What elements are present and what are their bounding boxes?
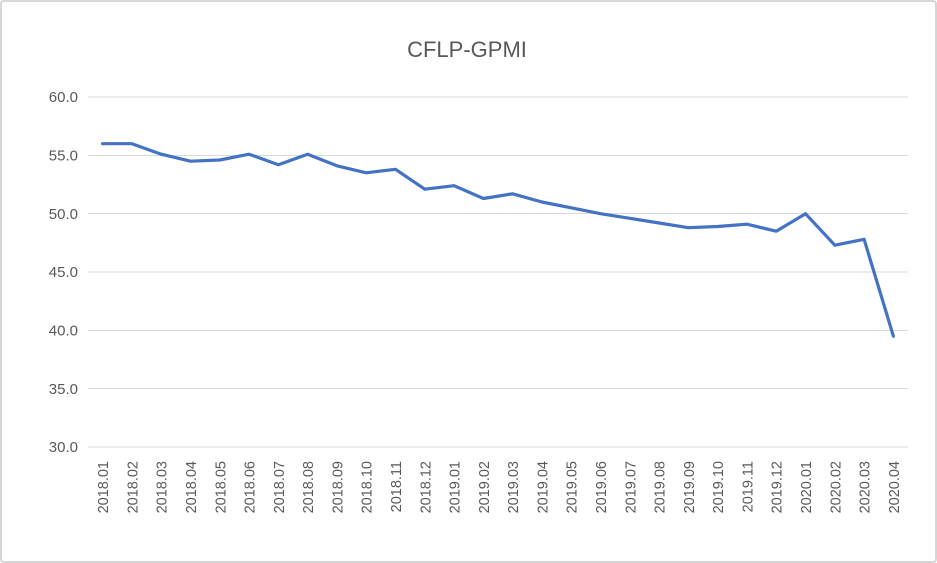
x-tick-label: 2018.04 — [184, 461, 200, 513]
chart-title: CFLP-GPMI — [407, 37, 527, 62]
x-tick-label: 2018.06 — [243, 461, 259, 513]
y-axis-labels: 60.0 55.0 50.0 45.0 40.0 35.0 30.0 — [49, 89, 78, 456]
y-tick-label: 35.0 — [49, 381, 78, 398]
x-tick-label: 2019.01 — [448, 461, 464, 513]
x-tick-label: 2018.09 — [330, 461, 346, 513]
data-line — [100, 142, 896, 338]
x-tick-label: 2019.02 — [477, 461, 493, 513]
y-tick-label: 50.0 — [49, 206, 78, 223]
y-tick-label: 60.0 — [49, 89, 78, 106]
x-tick-label: 2019.05 — [565, 461, 581, 513]
y-tick-label: 30.0 — [49, 439, 78, 456]
x-tick-label: 2018.07 — [272, 461, 288, 513]
x-tick-label: 2018.10 — [360, 461, 376, 513]
x-tick-label: 2018.11 — [389, 461, 405, 512]
x-tick-label: 2019.07 — [623, 461, 639, 513]
x-tick-label: 2019.10 — [711, 461, 727, 513]
x-tick-label: 2019.08 — [653, 461, 669, 513]
x-tick-label: 2019.03 — [506, 461, 522, 513]
y-tick-label: 45.0 — [49, 264, 78, 281]
x-tick-label: 2018.03 — [155, 461, 171, 513]
x-tick-label: 2020.03 — [858, 461, 874, 513]
x-tick-label: 2019.12 — [770, 461, 786, 513]
x-tick-label: 2018.08 — [301, 461, 317, 513]
x-tick-label: 2019.06 — [594, 461, 610, 513]
x-tick-label: 2018.05 — [213, 461, 229, 513]
gridlines — [88, 96, 908, 448]
x-tick-label: 2019.04 — [535, 461, 551, 513]
x-tick-label: 2019.11 — [740, 461, 756, 512]
y-tick-label: 40.0 — [49, 323, 78, 340]
x-tick-label: 2020.01 — [799, 461, 815, 513]
y-tick-label: 55.0 — [49, 148, 78, 165]
x-tick-label: 2018.01 — [96, 461, 112, 513]
x-tick-label: 2020.04 — [887, 461, 903, 513]
x-tick-label: 2018.02 — [125, 461, 141, 513]
x-tick-label: 2019.09 — [682, 461, 698, 513]
x-axis-labels: 2018.01 2018.02 2018.03 2018.04 2018.05 2018.… — [96, 461, 903, 513]
x-tick-label: 2020.02 — [828, 461, 844, 513]
x-tick-label: 2018.12 — [418, 461, 434, 513]
